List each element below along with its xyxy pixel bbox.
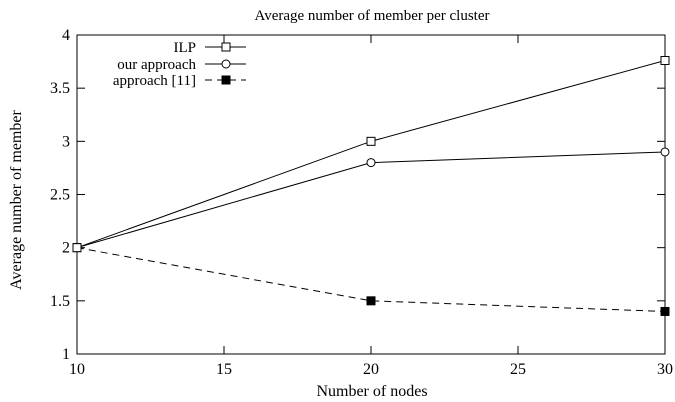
series-1 [72, 56, 670, 253]
y-tick-label: 2.5 [50, 187, 70, 204]
legend-label: approach [11] [113, 73, 196, 89]
y-tick-label: 3 [62, 133, 70, 150]
data-point [366, 296, 376, 306]
y-axis-label: Average number of member [8, 110, 25, 290]
y-tick-label: 1.5 [50, 293, 70, 310]
data-point [660, 306, 670, 316]
tick-labels: 10 15 20 25 30 1 1.5 2 2.5 3 3.5 4 [50, 27, 673, 378]
tick-marks [76, 34, 666, 355]
y-tick-label: 3.5 [50, 80, 70, 97]
x-axis-label: Number of nodes [316, 383, 427, 400]
series-layer [72, 56, 670, 316]
y-tick-label: 2 [62, 240, 70, 257]
x-tick-label: 25 [510, 361, 526, 378]
data-point [366, 136, 376, 146]
legend-label: our approach [117, 57, 196, 73]
y-tick-label: 1 [62, 346, 70, 363]
series-3 [72, 243, 670, 316]
data-point [660, 147, 670, 157]
chart-title: Average number of member per cluster [254, 8, 489, 24]
series-line [76, 247, 666, 312]
legend-label: ILP [174, 40, 197, 56]
data-point [660, 56, 670, 66]
data-point [72, 243, 82, 253]
y-tick-label: 4 [62, 27, 70, 44]
data-point [366, 158, 376, 168]
x-tick-label: 20 [363, 361, 379, 378]
x-tick-label: 30 [657, 361, 673, 378]
legend-marker [221, 42, 231, 52]
legend-marker [221, 59, 231, 69]
x-tick-label: 10 [69, 361, 85, 378]
legend-marker [221, 75, 231, 85]
series-2 [72, 147, 670, 253]
x-tick-label: 15 [216, 361, 232, 378]
